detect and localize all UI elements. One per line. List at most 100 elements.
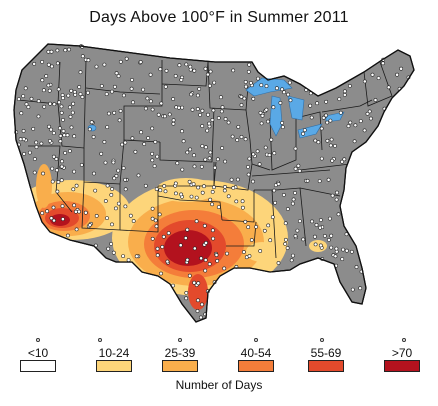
border-arizona-new-mexico [81, 181, 121, 231]
station-marker [219, 109, 224, 114]
station-marker [59, 104, 64, 109]
station-marker [128, 213, 133, 218]
station-marker [240, 199, 245, 204]
station-marker [195, 107, 200, 111]
station-marker [109, 241, 114, 246]
station-marker [24, 102, 29, 107]
station-marker [155, 253, 160, 258]
legend-swatch-55-69 [308, 360, 344, 372]
legend-swatch-10-24 [96, 360, 132, 372]
station-marker [26, 105, 31, 110]
station-marker [159, 271, 163, 276]
station-marker [139, 130, 144, 135]
station-marker [341, 247, 346, 252]
station-marker [185, 150, 190, 155]
station-marker [230, 134, 235, 139]
station-marker [251, 96, 256, 101]
station-marker [322, 233, 327, 238]
station-marker [189, 194, 194, 199]
station-marker [190, 107, 195, 112]
station-marker [192, 246, 197, 251]
station-marker [110, 187, 115, 191]
station-marker [59, 110, 64, 115]
station-marker [178, 243, 183, 248]
station-marker [200, 302, 204, 307]
station-marker [319, 156, 324, 161]
station-marker [152, 164, 157, 169]
station-marker [329, 233, 334, 238]
station-marker [120, 142, 125, 147]
legend-swatch-lt10 [20, 360, 56, 372]
station-marker [176, 105, 181, 110]
station-marker [55, 61, 60, 66]
station-marker [83, 210, 88, 215]
border-missouri-arkansas [213, 162, 253, 191]
station-marker [184, 296, 189, 301]
station-marker [200, 144, 205, 149]
station-marker [92, 171, 96, 176]
station-marker [246, 225, 251, 230]
station-marker [61, 129, 66, 134]
station-marker [399, 66, 404, 71]
station-marker [247, 254, 252, 258]
legend-label-40-54: 40-54 [240, 346, 272, 360]
legend-dot-4 [254, 338, 258, 342]
station-marker [55, 168, 59, 173]
station-marker [195, 93, 200, 98]
station-marker [234, 199, 239, 204]
station-marker [116, 74, 121, 79]
station-marker [281, 192, 286, 197]
station-marker [31, 126, 36, 131]
station-marker [313, 138, 318, 143]
legend-swatch-25-39 [162, 360, 198, 372]
station-marker [86, 58, 91, 63]
border-oklahoma-texas [157, 195, 223, 221]
station-marker [297, 219, 302, 224]
station-marker [239, 134, 244, 139]
station-marker [173, 181, 178, 186]
station-marker [160, 244, 165, 249]
station-marker [207, 262, 212, 266]
station-marker [180, 105, 185, 110]
station-marker [175, 161, 180, 166]
station-marker [334, 249, 339, 254]
station-marker [192, 68, 197, 73]
station-marker [198, 113, 203, 117]
station-marker [150, 126, 155, 131]
station-marker [77, 209, 81, 214]
station-marker [291, 197, 296, 202]
station-marker [18, 137, 23, 142]
station-marker [395, 72, 400, 77]
station-marker [78, 70, 83, 75]
station-marker [229, 177, 234, 182]
border-new-york-pennsylvania [321, 99, 373, 113]
station-marker [50, 64, 54, 69]
station-marker [130, 136, 135, 141]
legend-dot-3 [178, 338, 182, 342]
station-marker [335, 190, 339, 195]
station-marker [342, 157, 347, 162]
station-marker [211, 236, 216, 241]
station-marker [46, 83, 51, 88]
station-marker [207, 121, 212, 126]
station-marker [104, 92, 109, 97]
station-marker [226, 194, 231, 199]
station-marker [55, 48, 60, 53]
station-marker [118, 109, 123, 113]
station-marker [133, 149, 138, 154]
station-marker [349, 249, 354, 254]
station-marker [61, 217, 65, 222]
station-marker [56, 87, 61, 92]
legend-dot-6 [402, 338, 406, 342]
station-marker [270, 215, 275, 220]
contiguous-us-outline [13, 43, 415, 323]
station-marker [180, 129, 184, 134]
station-marker [220, 146, 225, 150]
station-marker [241, 250, 246, 254]
station-marker [293, 234, 298, 238]
station-marker [79, 162, 84, 167]
station-marker [36, 99, 41, 103]
station-marker [211, 185, 216, 190]
station-marker [40, 78, 45, 83]
station-marker [206, 112, 210, 117]
